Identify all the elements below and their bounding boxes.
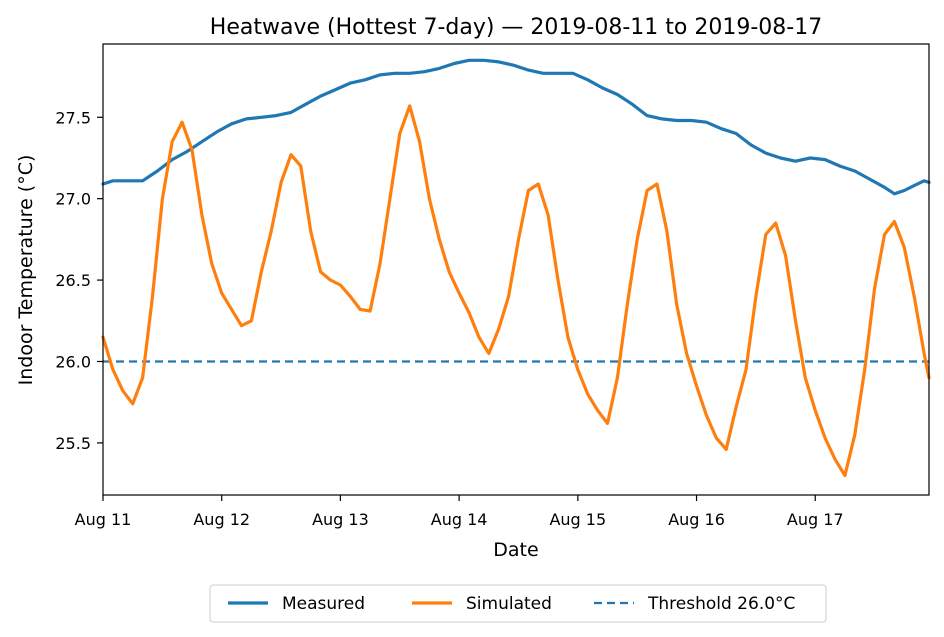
legend: Measured Simulated Threshold 26.0°C (209, 584, 827, 623)
y-tick-label: 26.5 (55, 271, 91, 290)
y-tick-label: 27.5 (55, 108, 91, 127)
y-tick-label: 26.0 (55, 352, 91, 371)
y-tick-label: 25.5 (55, 434, 91, 453)
series-line-0 (101, 58, 931, 196)
legend-label-0: Measured (282, 594, 365, 614)
x-axis-ticks: Aug 11 Aug 12 Aug 13 Aug 14 Aug 15 Aug 16 Aug … (75, 495, 844, 529)
x-tick-label: Aug 11 (75, 510, 132, 529)
plot-lines (101, 58, 931, 478)
series-line-1 (101, 104, 931, 478)
legend-label-2: Threshold 26.0°C (647, 594, 795, 614)
chart-title: Heatwave (Hottest 7-day) — 2019-08-11 to… (210, 15, 822, 40)
x-tick-label: Aug 15 (549, 510, 606, 529)
plot-frame (102, 43, 930, 496)
legend-label-1: Simulated (466, 594, 552, 614)
y-axis-label: Indoor Temperature (°C) (15, 155, 37, 386)
y-tick-label: 27.0 (55, 190, 91, 209)
x-tick-label: Aug 12 (193, 510, 250, 529)
x-axis-label: Date (493, 539, 538, 561)
x-tick-label: Aug 16 (668, 510, 725, 529)
y-axis-ticks: 25.5 26.0 26.5 27.0 27.5 (55, 108, 103, 453)
x-tick-label: Aug 14 (431, 510, 488, 529)
legend-frame (209, 584, 827, 623)
x-tick-label: Aug 17 (787, 510, 844, 529)
x-tick-label: Aug 13 (312, 510, 369, 529)
